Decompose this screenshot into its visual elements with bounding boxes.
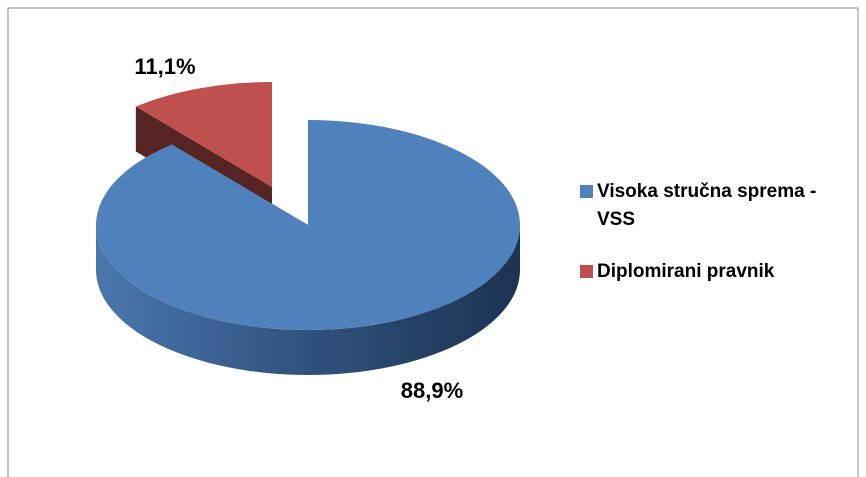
legend-swatch bbox=[580, 185, 593, 198]
chart-frame bbox=[7, 7, 859, 477]
pie: 88,9% 11,1% bbox=[95, 54, 521, 403]
pie-slice bbox=[95, 120, 521, 330]
legend-swatch bbox=[580, 265, 593, 278]
slice-side bbox=[96, 225, 520, 375]
legend-label: Diplomirani pravnik bbox=[597, 261, 775, 282]
data-label: 88,9% bbox=[401, 378, 463, 403]
legend-label: Visoka stručna sprema - VSS bbox=[597, 181, 817, 230]
pie-slice bbox=[135, 82, 272, 187]
data-label: 11,1% bbox=[134, 54, 195, 79]
